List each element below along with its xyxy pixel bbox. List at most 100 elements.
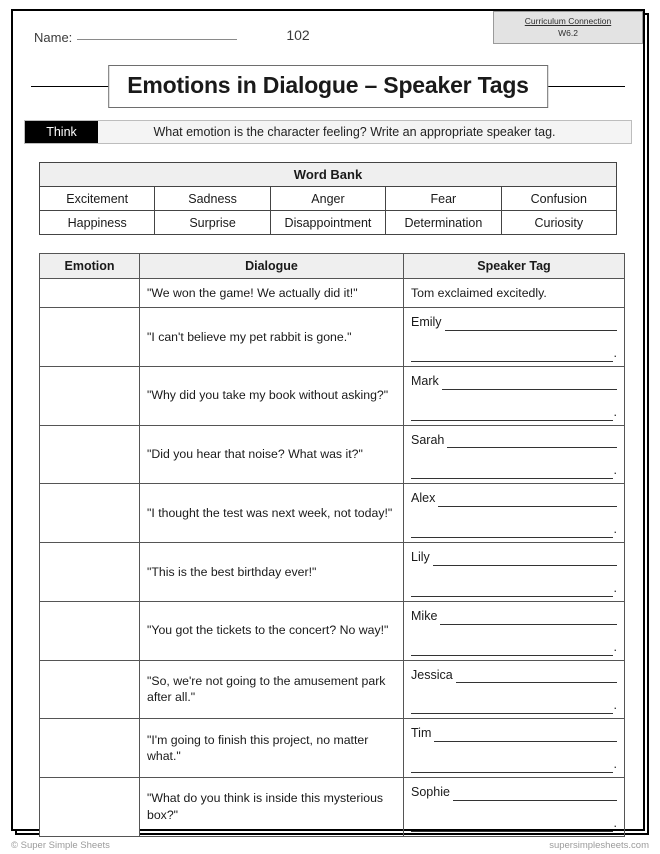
speaker-name: Lily <box>411 550 430 564</box>
emotion-answer-cell[interactable] <box>39 718 140 778</box>
table-row: "Did you hear that noise? What was it?" S… <box>39 424 625 485</box>
answer-write-line[interactable] <box>455 671 617 684</box>
word-bank-table: Word Bank Excitement Sadness Anger Fear Conf… <box>38 162 618 235</box>
think-tag-label: Think <box>25 121 98 143</box>
emotion-answer-cell[interactable] <box>39 278 140 308</box>
emotion-answer-cell[interactable] <box>39 365 140 426</box>
speaker-tag-cell[interactable]: Alex. <box>403 483 625 543</box>
speaker-tag-line-two: . <box>411 404 617 421</box>
speaker-tag-cell[interactable]: Sophie. <box>403 777 625 837</box>
speaker-tag-answer-area[interactable]: Jessica. <box>411 667 617 715</box>
table-row: "I can't believe my pet rabbit is gone."… <box>39 307 625 367</box>
speaker-name: Emily <box>411 315 442 329</box>
speaker-tag-cell[interactable]: Jessica. <box>403 659 625 720</box>
speaker-tag-answer-area[interactable]: Mike. <box>411 608 617 656</box>
emotion-answer-cell[interactable] <box>39 659 140 720</box>
answer-write-line[interactable] <box>438 495 617 508</box>
speaker-tag-line-one: Sarah <box>411 432 617 449</box>
word-bank-word: Anger <box>269 186 387 211</box>
emotion-answer-cell[interactable] <box>39 542 140 602</box>
table-row: "We won the game! We actually did it!" To… <box>39 278 625 308</box>
answer-write-line[interactable] <box>411 467 613 480</box>
sentence-period: . <box>613 757 617 772</box>
answer-write-line[interactable] <box>411 350 613 362</box>
answer-write-line[interactable] <box>432 554 617 566</box>
emotion-answer-cell[interactable] <box>39 307 140 367</box>
speaker-tag-line-two: . <box>411 639 617 656</box>
speaker-tag-answer-area[interactable]: Sophie. <box>411 784 617 832</box>
answer-write-line[interactable] <box>411 644 613 656</box>
answer-write-line[interactable] <box>411 409 613 421</box>
title-section: Emotions in Dialogue – Speaker Tags <box>13 65 643 108</box>
column-header-emotion: Emotion <box>39 253 140 279</box>
speaker-tag-answer-area[interactable]: Alex. <box>411 490 617 538</box>
word-bank-word: Determination <box>385 210 502 235</box>
sentence-period: . <box>613 463 617 478</box>
emotion-answer-cell[interactable] <box>39 600 140 661</box>
think-banner: Think What emotion is the character feel… <box>24 120 632 144</box>
speaker-tag-example: Tom exclaimed excitedly. <box>411 285 547 300</box>
speaker-name: Sophie <box>411 785 450 799</box>
worksheet-page: Name: 102 Curriculum Connection W6.2 Emo… <box>11 9 645 837</box>
answer-write-line[interactable] <box>411 820 613 832</box>
name-input-line[interactable] <box>77 27 238 40</box>
answer-write-line[interactable] <box>452 789 617 801</box>
speaker-tag-line-one: Tim <box>411 725 617 743</box>
sentence-period: . <box>613 404 617 419</box>
word-bank-word: Fear <box>385 186 502 211</box>
answer-write-line[interactable] <box>411 702 613 715</box>
answer-write-line[interactable] <box>411 761 613 773</box>
speaker-tag-line-two: . <box>411 521 617 538</box>
answer-write-line[interactable] <box>411 585 613 597</box>
name-label: Name: <box>34 30 73 45</box>
dialogue-cell: "Did you hear that noise? What was it?" <box>139 424 404 485</box>
speaker-tag-answer-area[interactable]: Sarah. <box>411 432 617 480</box>
dialogue-cell: "This is the best birthday ever!" <box>139 542 404 602</box>
answer-write-line[interactable] <box>411 526 613 538</box>
column-header-speaker-tag: Speaker Tag <box>403 253 625 279</box>
word-bank-row: Happiness Surprise Disappointment Determina… <box>38 210 618 235</box>
emotion-answer-cell[interactable] <box>39 777 140 837</box>
speaker-tag-cell[interactable]: Sarah. <box>403 424 625 485</box>
dialogue-cell: "We won the game! We actually did it!" <box>139 278 404 308</box>
speaker-tag-cell[interactable]: Mike. <box>403 600 625 661</box>
speaker-tag-cell[interactable]: Lily. <box>403 542 625 602</box>
answer-write-line[interactable] <box>441 378 617 390</box>
speaker-tag-line-two: . <box>411 580 617 597</box>
speaker-tag-line-one: Mike <box>411 608 617 625</box>
speaker-tag-cell[interactable]: Tom exclaimed excitedly. <box>403 278 625 308</box>
speaker-tag-answer-area[interactable]: Emily. <box>411 314 617 362</box>
speaker-tag-line-one: Lily <box>411 549 617 566</box>
answer-write-line[interactable] <box>434 730 617 743</box>
emotion-answer-cell[interactable] <box>39 424 140 485</box>
speaker-tag-answer-area[interactable]: Tim. <box>411 725 617 773</box>
speaker-name: Mark <box>411 373 439 388</box>
speaker-tag-line-one: Jessica <box>411 667 617 684</box>
table-row: "You got the tickets to the concert? No … <box>39 600 625 661</box>
table-row: "So, we're not going to the amusement pa… <box>39 659 625 720</box>
speaker-tag-line-one: Alex <box>411 490 617 508</box>
page-footer: © Super Simple Sheets supersimplesheets.… <box>11 836 649 854</box>
speaker-tag-cell[interactable]: Tim. <box>403 718 625 778</box>
speaker-tag-cell[interactable]: Mark. <box>403 365 625 426</box>
dialogue-cell: "What do you think is inside this myster… <box>139 777 404 837</box>
answer-write-line[interactable] <box>440 613 617 625</box>
speaker-tag-cell[interactable]: Emily. <box>403 307 625 367</box>
speaker-name: Sarah <box>411 432 445 447</box>
speaker-tag-line-two: . <box>411 815 617 832</box>
speaker-tag-answer-area[interactable]: Lily. <box>411 549 617 597</box>
word-bank-row: Excitement Sadness Anger Fear Confusion <box>38 186 618 211</box>
answer-write-line[interactable] <box>444 319 617 331</box>
speaker-tag-answer-area[interactable]: Mark. <box>411 373 617 421</box>
speaker-name: Tim <box>411 726 432 741</box>
word-bank-heading: Word Bank <box>39 162 617 187</box>
table-row: "What do you think is inside this myster… <box>39 777 625 837</box>
think-instruction: What emotion is the character feeling? W… <box>98 121 631 143</box>
sentence-period: . <box>613 522 617 537</box>
speaker-tag-line-two: . <box>411 697 617 715</box>
emotion-answer-cell[interactable] <box>39 483 140 543</box>
curriculum-connection-badge: Curriculum Connection W6.2 <box>493 11 643 44</box>
sentence-period: . <box>613 345 617 360</box>
name-field[interactable]: Name: <box>34 27 238 45</box>
answer-write-line[interactable] <box>447 436 617 449</box>
